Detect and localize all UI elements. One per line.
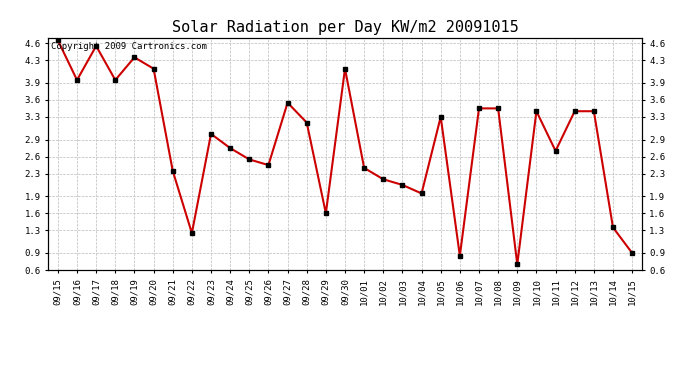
Title: Solar Radiation per Day KW/m2 20091015: Solar Radiation per Day KW/m2 20091015 <box>172 20 518 35</box>
Text: Copyright 2009 Cartronics.com: Copyright 2009 Cartronics.com <box>51 42 207 51</box>
